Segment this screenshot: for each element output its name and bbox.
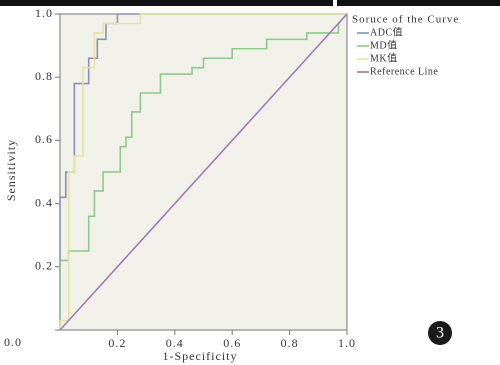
y-axis-label: Sensitivity: [4, 139, 18, 201]
legend-label: MD值: [370, 38, 398, 51]
x-tick-label: 0.4: [166, 336, 184, 350]
y-tick-label: 0.2: [35, 259, 53, 273]
x-tick-label: 0.8: [281, 336, 299, 350]
chart: 1-Specificity Sensitivity Soruce of the …: [0, 0, 500, 365]
badge: 3: [436, 325, 444, 342]
top-strip: [337, 0, 500, 6]
y-tick-label: 0.0: [4, 335, 22, 349]
y-tick-label: 1.0: [35, 6, 53, 20]
x-tick-label: 1.0: [338, 336, 356, 350]
y-tick-label: 0.6: [35, 132, 53, 146]
legend-title: Soruce of the Curve: [352, 14, 459, 26]
x-axis-label: 1-Specificity: [163, 349, 238, 363]
x-tick-label: 0.2: [108, 336, 126, 350]
x-tick-label: 0.6: [223, 336, 241, 350]
legend-label: ADC值: [370, 25, 403, 38]
legend-label: Reference Line: [370, 66, 438, 77]
legend-label: MK值: [370, 51, 398, 64]
y-tick-label: 0.8: [35, 69, 53, 83]
y-tick-label: 0.4: [35, 195, 53, 209]
